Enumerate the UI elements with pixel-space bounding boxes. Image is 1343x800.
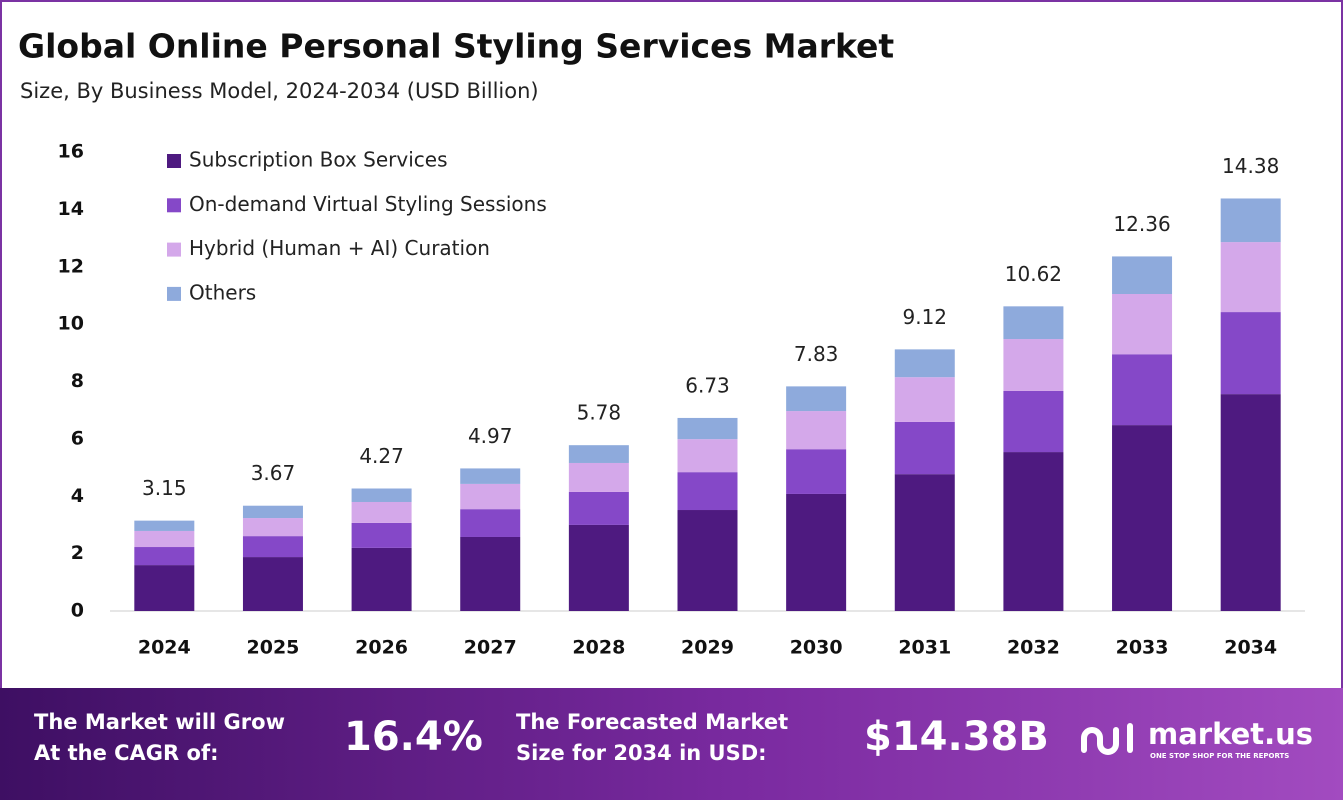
legend-label: Subscription Box Services [189, 148, 448, 172]
bar-segment [351, 522, 412, 548]
bar-segment [894, 421, 955, 475]
legend-swatch [167, 242, 181, 257]
total-label: 5.78 [577, 401, 622, 425]
bar-segment [568, 491, 629, 525]
bar-segment [351, 547, 412, 611]
brand-logo [1081, 723, 1133, 755]
bar-segment [1220, 242, 1281, 313]
bar-segment [568, 524, 629, 611]
brand-name: market.us [1148, 717, 1313, 751]
bar-segment [1220, 198, 1281, 243]
y-tick-label: 8 [71, 370, 84, 392]
bar-segment [1003, 452, 1064, 611]
total-label: 3.67 [251, 461, 296, 485]
y-tick-label: 10 [58, 313, 84, 335]
bar-segment [460, 483, 521, 510]
bar-segment [677, 510, 738, 611]
bar-segment [677, 417, 738, 440]
chart-title: Global Online Personal Styling Services … [18, 27, 894, 66]
total-label: 9.12 [903, 305, 948, 329]
x-tick-label: 2031 [898, 637, 951, 659]
legend-swatch [167, 154, 181, 168]
x-tick-label: 2029 [681, 637, 734, 659]
x-tick-label: 2028 [572, 637, 625, 659]
bar-segment [1112, 256, 1173, 295]
total-label: 4.27 [359, 444, 404, 468]
bar-segment [134, 565, 195, 611]
footer-text: The Market will Grow [34, 710, 285, 734]
x-tick-label: 2034 [1224, 637, 1277, 659]
bar-segment [677, 439, 738, 473]
bar-segment [134, 547, 195, 566]
legend-label: On-demand Virtual Styling Sessions [189, 192, 547, 216]
footer-band [0, 688, 1343, 800]
y-tick-label: 12 [58, 255, 84, 277]
bar-segment [1112, 294, 1173, 355]
legend-swatch [167, 198, 181, 213]
x-tick-label: 2033 [1116, 637, 1169, 659]
y-tick-label: 4 [71, 485, 84, 507]
y-tick-label: 2 [71, 542, 84, 564]
bar-segment [568, 462, 629, 492]
total-label: 6.73 [685, 373, 730, 397]
y-tick-label: 14 [58, 198, 84, 220]
bar-segment [134, 520, 195, 531]
bar-segment [786, 386, 847, 412]
footer-value: $14.38B [864, 714, 1049, 760]
bar-segment [242, 518, 303, 537]
chart-subtitle: Size, By Business Model, 2024-2034 (USD … [20, 79, 539, 103]
bar-segment [568, 445, 629, 463]
total-label: 4.97 [468, 424, 513, 448]
x-tick-label: 2030 [790, 637, 843, 659]
bar-segment [242, 505, 303, 519]
bar-segment [1112, 354, 1173, 426]
brand-tagline: ONE STOP SHOP FOR THE REPORTS [1150, 752, 1289, 760]
bar-segment [351, 501, 412, 523]
bar-segment [242, 557, 303, 611]
total-label: 12.36 [1113, 212, 1170, 236]
bar-segment [242, 536, 303, 558]
bar-segment [460, 536, 521, 611]
bar-segment [1003, 390, 1064, 453]
bar-segment [677, 472, 738, 511]
bar-segment [786, 411, 847, 450]
bar-segment [134, 530, 195, 548]
bar-segment [1112, 425, 1173, 611]
y-tick-label: 6 [71, 427, 84, 449]
total-label: 14.38 [1222, 154, 1279, 178]
bar-segment [894, 349, 955, 378]
bar-segment [1220, 312, 1281, 395]
bar-segment [894, 377, 955, 422]
total-label: 7.83 [794, 342, 839, 366]
legend-swatch [167, 286, 181, 301]
x-tick-label: 2025 [247, 637, 300, 659]
bar-segment [786, 449, 847, 494]
bar-segment [460, 509, 521, 537]
x-tick-label: 2024 [138, 637, 191, 659]
bar-segment [1003, 306, 1064, 340]
footer-value: 16.4% [344, 714, 483, 760]
bar-segment [786, 493, 847, 611]
x-tick-label: 2032 [1007, 637, 1060, 659]
bar-segment [1220, 394, 1281, 611]
bar-segment [1003, 339, 1064, 391]
legend-label: Hybrid (Human + AI) Curation [189, 236, 490, 260]
y-tick-label: 0 [71, 600, 84, 622]
footer-text: The Forecasted Market [516, 710, 788, 734]
bar-segment [460, 468, 521, 484]
x-tick-label: 2027 [464, 637, 517, 659]
bar-segment [351, 488, 412, 502]
y-tick-label: 16 [58, 141, 84, 163]
x-tick-label: 2026 [355, 637, 408, 659]
legend-label: Others [189, 280, 256, 304]
footer-text: Size for 2034 in USD: [516, 741, 767, 765]
total-label: 3.15 [142, 476, 187, 500]
footer-text: At the CAGR of: [34, 741, 219, 765]
bar-segment [894, 474, 955, 611]
total-label: 10.62 [1005, 262, 1062, 286]
